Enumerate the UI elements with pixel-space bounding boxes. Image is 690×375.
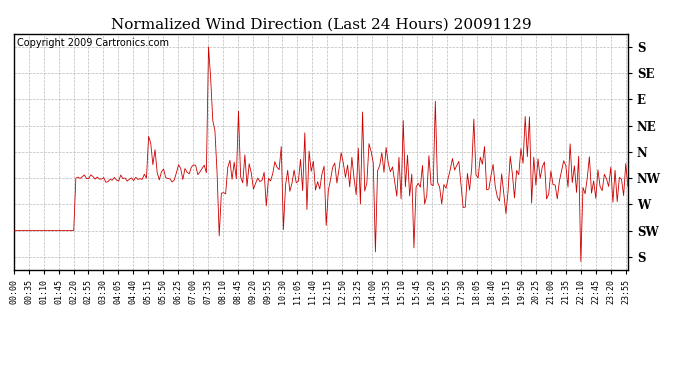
Title: Normalized Wind Direction (Last 24 Hours) 20091129: Normalized Wind Direction (Last 24 Hours… bbox=[110, 17, 531, 31]
Text: Copyright 2009 Cartronics.com: Copyright 2009 Cartronics.com bbox=[17, 39, 169, 48]
